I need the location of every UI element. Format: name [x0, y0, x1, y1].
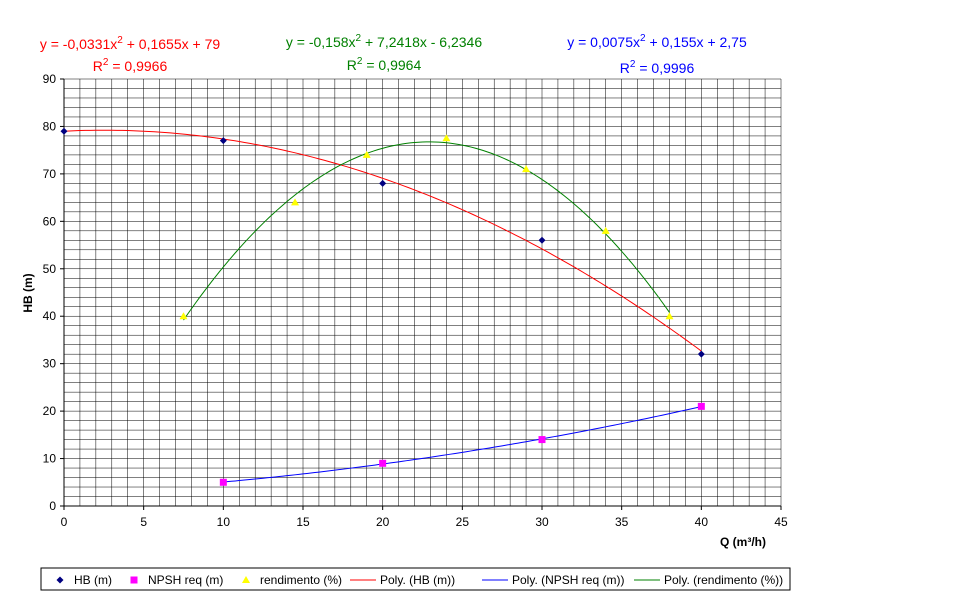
data-point: [538, 236, 546, 244]
data-point: [522, 165, 531, 173]
y-tick-label: 60: [43, 214, 57, 228]
legend-label: Poly. (HB (m)): [380, 573, 455, 587]
data-point: [665, 312, 674, 320]
data-point: [697, 402, 705, 410]
legend-label: Poly. (NPSH req (m)): [512, 573, 624, 587]
r-squared-label: R2 = 0,9966: [93, 57, 168, 74]
x-tick-label: 35: [615, 515, 629, 529]
data-point: [219, 137, 227, 145]
r-squared-label: R2 = 0,9996: [620, 59, 695, 76]
data-point: [379, 179, 387, 187]
y-tick-label: 70: [43, 167, 57, 181]
x-tick-label: 10: [217, 515, 231, 529]
x-tick-label: 25: [456, 515, 470, 529]
x-tick-label: 40: [695, 515, 709, 529]
y-tick-label: 20: [43, 404, 57, 418]
data-point: [60, 127, 68, 135]
data-point: [442, 134, 451, 142]
x-tick-label: 15: [296, 515, 310, 529]
legend-label: HB (m): [74, 573, 112, 587]
trendline: [183, 141, 670, 321]
legend-box: [40, 567, 791, 591]
trendline: [63, 129, 702, 352]
equation-label: y = 0,0075x2 + 0,155x + 2,75: [567, 33, 747, 50]
x-tick-label: 5: [140, 515, 147, 529]
data-point: [697, 350, 705, 358]
legend-label: Poly. (rendimento (%)): [664, 573, 783, 587]
x-tick-label: 30: [535, 515, 549, 529]
trendline-equations: y = -0,0331x2 + 0,1655x + 79 R2 = 0,9966 y…: [40, 33, 747, 76]
legend-label: rendimento (%): [260, 573, 342, 587]
equation-label: y = -0,0331x2 + 0,1655x + 79: [40, 35, 221, 52]
data-point: [291, 198, 300, 206]
y-tick-label: 50: [43, 262, 57, 276]
y-tick-label: 10: [43, 452, 57, 466]
x-tick-label: 20: [376, 515, 390, 529]
data-point: [379, 459, 387, 467]
data-points: [60, 127, 705, 486]
grid-lines: [63, 78, 782, 507]
x-axis-label: Q (m³/h): [720, 535, 766, 549]
legend-marker-key: [56, 576, 64, 584]
y-tick-label: 40: [43, 309, 57, 323]
y-tick-label: 90: [43, 72, 57, 86]
data-point: [601, 226, 610, 234]
axes: 0 5 10 15 20 25 30 35 40 45 0 10 20 30 40 50 60 70 80 90: [43, 72, 788, 529]
legend-marker-key: [130, 576, 138, 584]
x-tick-label: 45: [774, 515, 788, 529]
x-tick-label: 0: [61, 515, 68, 529]
data-point: [538, 436, 546, 444]
data-point: [362, 150, 371, 158]
y-tick-label: 0: [49, 499, 56, 513]
legend: HB (m) NPSH req (m) rendimento (%) Poly. (H…: [40, 567, 791, 591]
trendline: [223, 406, 702, 483]
equation-label: y = -0,158x2 + 7,2418x - 6,2346: [286, 33, 482, 50]
y-tick-label: 80: [43, 119, 57, 133]
data-point: [179, 312, 188, 320]
trendlines: [63, 129, 702, 483]
legend-marker-key: [242, 576, 250, 583]
y-axis-label: HB (m): [21, 273, 35, 312]
data-point: [219, 478, 227, 486]
r-squared-label: R2 = 0,9964: [347, 56, 422, 73]
y-tick-label: 30: [43, 357, 57, 371]
legend-label: NPSH req (m): [148, 573, 223, 587]
